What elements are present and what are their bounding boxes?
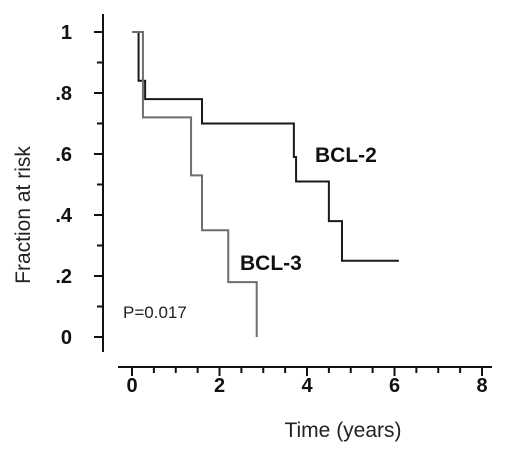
p-value-annotation: P=0.017 <box>123 303 187 322</box>
x-tick-label: 6 <box>389 375 400 397</box>
y-tick-label: 0 <box>61 327 72 349</box>
x-tick-label: 2 <box>214 375 225 397</box>
series-label-bcl2: BCL-2 <box>315 144 377 167</box>
x-tick-label: 0 <box>126 375 137 397</box>
x-axis-title: Time (years) <box>284 419 401 442</box>
series-label-bcl3: BCL-3 <box>240 252 302 275</box>
y-tick-label: .2 <box>55 266 72 288</box>
y-tick-label: .6 <box>55 144 72 166</box>
y-tick-label: .8 <box>55 83 72 105</box>
x-tick-label: 4 <box>301 375 313 397</box>
y-tick-label: .4 <box>55 205 73 227</box>
x-tick-label: 8 <box>476 375 487 397</box>
y-tick-label: 1 <box>61 22 72 44</box>
series-line-bcl3 <box>132 31 258 337</box>
y-axis-title: Fraction at risk <box>12 146 35 284</box>
series-line-bcl2 <box>132 31 399 262</box>
x-axis: 0 2 4 6 8 <box>118 366 492 397</box>
y-axis: 0 .2 .4 .6 .8 1 <box>55 14 104 352</box>
series-layer <box>132 31 399 337</box>
